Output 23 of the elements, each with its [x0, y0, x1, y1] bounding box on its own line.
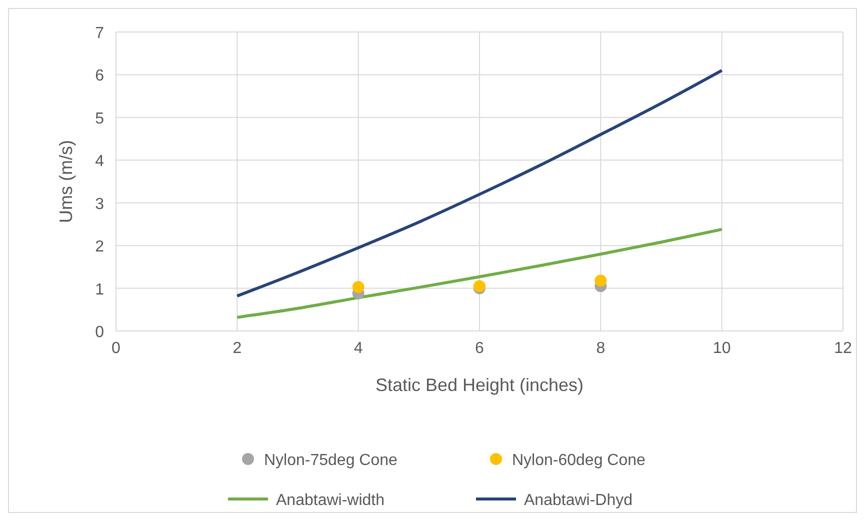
legend-label: Anabtawi-width	[276, 492, 384, 509]
y-tick-label: 0	[95, 324, 104, 341]
x-tick-label: 10	[712, 340, 731, 357]
y-tick-label: 1	[95, 281, 104, 298]
y-tick-label: 6	[95, 68, 104, 85]
line-series	[236, 228, 724, 319]
y-tick-label: 2	[95, 238, 104, 256]
y-tick-label: 4	[95, 153, 104, 170]
x-tick-label: 2	[232, 340, 242, 357]
y-axis-title: Ums (m/s)	[56, 140, 76, 223]
x-tick-label: 6	[475, 340, 484, 357]
x-tick-label: 8	[596, 340, 606, 357]
y-tick-label: 7	[95, 25, 104, 42]
x-tick-label: 4	[354, 340, 363, 357]
y-tick-label: 5	[95, 110, 104, 128]
x-tick-label: 12	[834, 340, 852, 357]
x-axis-title: Static Bed Height (inches)	[375, 375, 584, 395]
y-tick-label: 3	[95, 196, 104, 213]
legend-label: Anabtawi-Dhyd	[524, 492, 632, 509]
x-tick-label: 0	[112, 340, 121, 357]
line-series	[236, 68, 724, 298]
legend-label: Nylon-60deg Cone	[512, 452, 646, 469]
legend-label: Nylon-75deg Cone	[264, 452, 398, 469]
